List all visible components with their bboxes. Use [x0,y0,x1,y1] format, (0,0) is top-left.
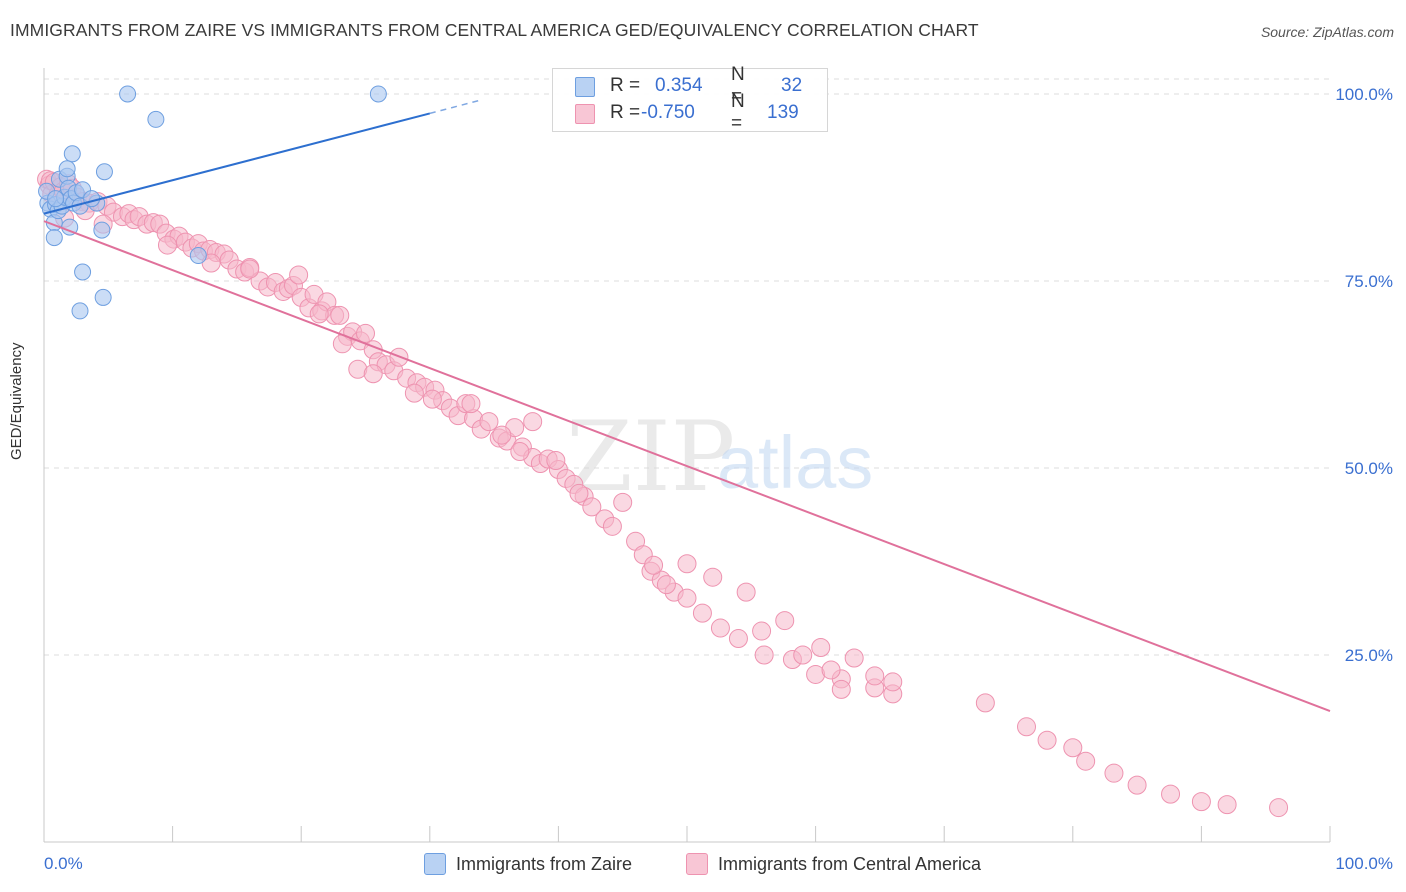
watermark-zip: ZIP [566,401,735,513]
tick-labels: 25.0% 50.0% 75.0% 100.0% 0.0% 100.0% [44,85,1393,873]
ca-point [309,304,329,324]
zaire-point [94,288,112,306]
ca-point [975,693,995,713]
zaire-point [93,221,111,239]
ca-point [602,516,622,536]
ca-point [821,660,841,680]
zaire-point [119,85,137,103]
y-tick-label: 75.0% [1345,272,1393,291]
trend-line-zaire-extension [429,99,482,115]
central-america-swatch [575,104,595,124]
x-tick-label-max: 100.0% [1335,854,1393,873]
zaire-point [71,302,89,320]
legend-item-central-america[interactable]: Immigrants from Central America [686,852,981,876]
zaire-r-label: R = [610,75,641,96]
ca-point [692,603,712,623]
ca-point [613,492,633,512]
ca-point [811,638,831,658]
ca-point [1161,784,1181,804]
legend-zaire-label: Immigrants from Zaire [456,853,633,874]
ca-point [492,425,512,445]
zaire-swatch [575,77,595,97]
ca-r-label: R = [610,102,641,123]
zaire-point [45,229,63,247]
trend-line-central-america [43,220,1331,713]
ca-point [831,679,851,699]
zaire-point [147,110,165,128]
series-central-america [37,169,1289,818]
zaire-r-value: 0.354 [655,75,703,96]
ca-point [677,588,697,608]
ca-point [1076,751,1096,771]
ca-point [883,672,903,692]
ca-point [546,451,566,470]
ca-n-label: N = [731,91,745,134]
zaire-point [83,190,101,208]
watermark-atlas: atlas [717,421,873,504]
correlation-stats-box: R = 0.354 N = 32 R = -0.750 N = 139 [552,64,828,134]
ca-point [793,645,813,665]
zaire-point [95,163,113,181]
zaire-point [63,145,81,163]
ca-point [1191,792,1211,812]
ca-point [510,442,530,462]
y-tick-label: 100.0% [1335,85,1393,104]
ca-point [356,323,375,343]
ca-n-value: 139 [767,102,799,123]
ca-point [1104,763,1124,783]
series-zaire [38,85,387,320]
zaire-n-label: N = [731,64,745,107]
ca-point [523,412,543,432]
ca-point [330,305,350,325]
zaire-n-value: 32 [781,75,803,96]
ca-r-value: -0.750 [641,102,695,123]
ca-point [1217,795,1237,815]
y-tick-label: 25.0% [1345,646,1393,665]
ca-point [1037,730,1057,750]
ca-point [1017,717,1037,737]
chart-title: IMMIGRANTS FROM ZAIRE VS IMMIGRANTS FROM… [10,20,979,40]
ca-point [404,383,424,403]
trend-lines [43,99,1331,713]
ca-point [644,555,664,575]
ca-point [461,394,481,414]
legend-ca-swatch [686,853,708,875]
ca-point [677,554,697,574]
ca-point [1269,798,1289,818]
zaire-point [369,85,387,103]
ca-point [775,611,795,631]
ca-point [865,666,885,686]
ca-point [1063,738,1083,758]
ca-point [703,567,723,587]
ca-point [289,265,309,285]
ca-point [728,629,748,649]
ca-point [582,497,602,517]
ca-point [710,618,730,638]
legend-item-zaire[interactable]: Immigrants from Zaire [424,852,632,876]
ca-point [569,483,589,503]
ca-point [157,235,177,255]
ca-point [656,575,676,595]
trend-line-zaire [43,112,431,215]
ca-point [363,364,383,384]
watermark: ZIP atlas [566,401,873,513]
y-tick-label: 50.0% [1345,459,1393,478]
zaire-point [189,247,207,265]
zaire-point [58,160,76,178]
ca-point [1127,775,1147,795]
legend-zaire-swatch [424,853,446,875]
legend-ca-label: Immigrants from Central America [718,853,982,874]
ca-point [479,412,499,432]
ca-point [752,621,772,641]
ca-point [736,582,756,602]
ca-point [844,648,864,668]
x-tick-label-min: 0.0% [44,854,83,873]
zaire-point [47,190,65,208]
zaire-point [74,263,92,281]
source-label: Source: ZipAtlas.com [1260,24,1394,40]
ca-point [754,645,774,665]
ca-point [240,259,260,279]
ca-point [422,389,442,409]
